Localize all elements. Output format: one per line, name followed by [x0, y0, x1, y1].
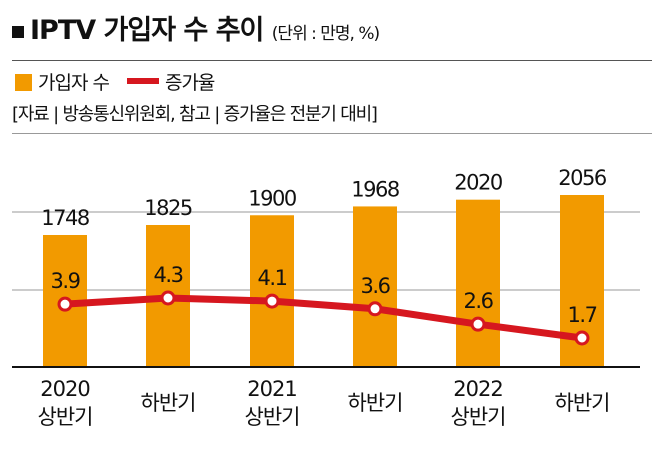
rate-point: [367, 301, 383, 317]
bar: [456, 199, 500, 367]
legend-line-swatch: [126, 78, 159, 84]
bar-value-label: 1968: [351, 177, 399, 201]
divider: [12, 133, 652, 134]
rate-value-label: 4.3: [154, 263, 183, 287]
rate-value-label: 3.9: [51, 269, 80, 293]
rate-point: [57, 296, 73, 312]
bar: [250, 215, 294, 367]
bar: [353, 206, 397, 367]
legend-line-label: 증가율: [164, 72, 215, 94]
unit-label: (단위 : 만명, %): [271, 24, 380, 44]
bar-value-label: 2056: [558, 166, 607, 190]
bar-value-label: 1825: [144, 196, 192, 220]
x-tick-label: 2022: [453, 377, 502, 401]
rate-value-label: 3.6: [361, 274, 391, 298]
rate-point: [160, 290, 176, 306]
rate-value-label: 2.6: [464, 289, 494, 313]
title-text: IPTV 가입자 수 추이: [30, 15, 264, 46]
title-square-icon: [12, 25, 24, 38]
x-tick-label: 하반기: [555, 391, 610, 415]
x-tick-label: 하반기: [141, 391, 196, 415]
legend-bar-label: 가입자 수: [38, 72, 110, 94]
divider: [12, 60, 652, 61]
x-tick-label: 하반기: [348, 391, 403, 415]
rate-value-label: 4.1: [258, 266, 287, 290]
x-tick-label: 상반기: [245, 405, 300, 429]
legend-bar-swatch: [15, 74, 32, 91]
x-tick-label: 상반기: [451, 405, 506, 429]
bar-value-label: 1748: [41, 206, 89, 230]
x-tick-label: 상반기: [38, 405, 93, 429]
rate-point: [264, 293, 280, 309]
legend: 가입자 수 증가율: [15, 68, 215, 95]
bar-value-label: 1900: [248, 186, 296, 210]
x-tick-label: 2020: [40, 377, 89, 401]
rate-point: [574, 330, 590, 346]
source-note: [자료 | 방송통신위원회, 참고 | 증가율은 전분기 대비]: [12, 104, 378, 125]
rate-line: [64, 294, 583, 342]
rate-point: [470, 316, 486, 332]
chart-title: IPTV 가입자 수 추이 (단위 : 만명, %): [12, 8, 380, 47]
bar-value-label: 2020: [454, 171, 502, 195]
rate-value-label: 1.7: [568, 303, 597, 327]
x-tick-label: 2021: [247, 377, 296, 401]
